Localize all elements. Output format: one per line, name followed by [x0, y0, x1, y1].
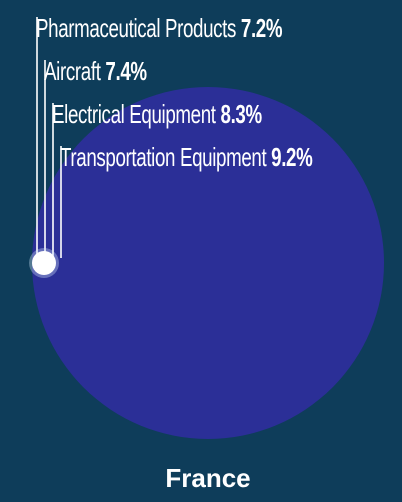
- item-name: Pharmaceutical Products: [36, 13, 241, 43]
- item-label-electrical-equipment: Electrical Equipment 8.3%: [52, 99, 262, 129]
- item-value: 7.4%: [105, 56, 147, 86]
- category-label: France: [165, 463, 250, 493]
- item-labels: Pharmaceutical Products 7.2% Aircraft 7.4…: [36, 13, 313, 172]
- marker-dot: [32, 251, 56, 275]
- item-value: 7.2%: [241, 13, 283, 43]
- item-label-pharmaceutical-products: Pharmaceutical Products 7.2%: [36, 13, 282, 43]
- category-bubble: [32, 87, 384, 439]
- item-label-aircraft: Aircraft 7.4%: [44, 56, 147, 86]
- item-value: 9.2%: [271, 142, 313, 172]
- item-value: 8.3%: [221, 99, 263, 129]
- item-name: Electrical Equipment: [52, 99, 221, 129]
- item-label-transportation-equipment: Transportation Equipment 9.2%: [60, 142, 313, 172]
- leader-lines: [36, 17, 62, 258]
- item-name: Transportation Equipment: [60, 142, 271, 172]
- item-name: Aircraft: [44, 56, 105, 86]
